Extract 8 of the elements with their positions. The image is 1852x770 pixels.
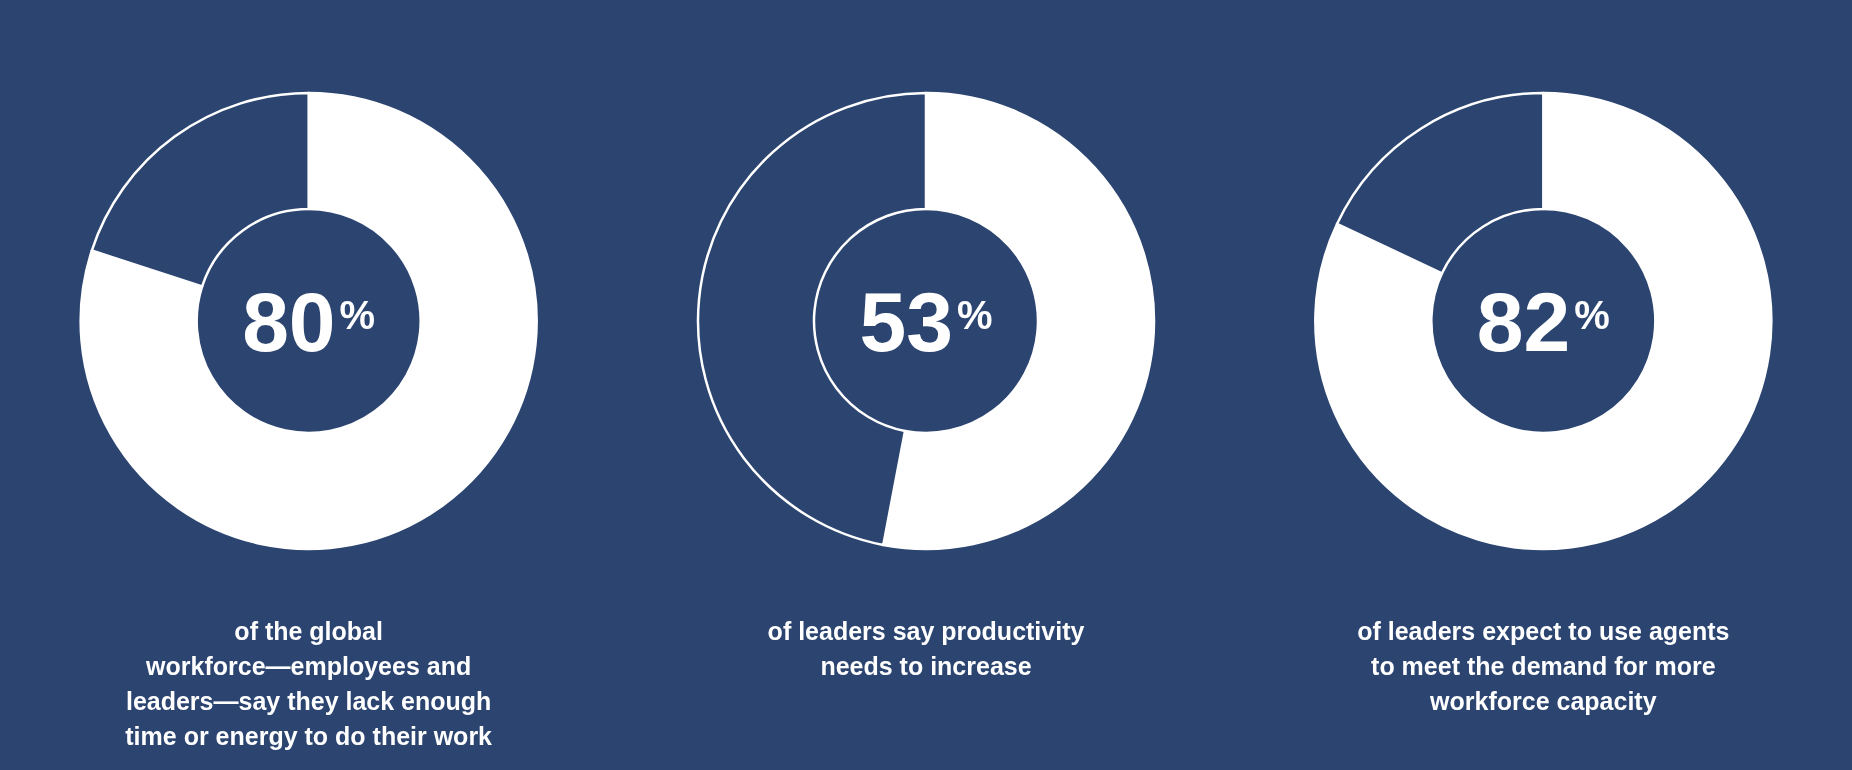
donut-slice — [79, 91, 538, 550]
data-label: 82$^{%}$ — [1476, 275, 1610, 369]
text: of leaders expect to use agents to meet the demand for more workforce capacity — [1357, 617, 1730, 715]
data-label: 80$^{%}$ — [242, 275, 376, 369]
text: of leaders say productivity needs to increase — [767, 617, 1085, 680]
donut-slice — [1314, 91, 1773, 550]
data-label: 53$^{%}$ — [859, 275, 993, 369]
text: of the global workforce—employees and leaders—say they lack enough time or energy to do their work — [125, 617, 493, 750]
